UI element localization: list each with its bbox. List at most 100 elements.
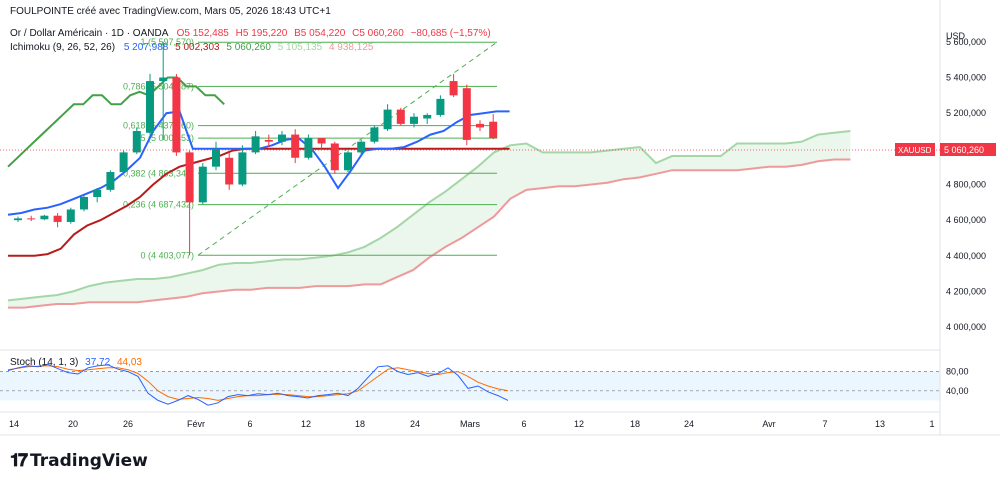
candle-body [291, 134, 300, 158]
y-tick-label: 4 800,000 [946, 180, 986, 190]
candle [119, 150, 128, 174]
candle-body [106, 172, 115, 190]
candle-body [198, 166, 207, 203]
candle [396, 107, 405, 126]
candle [93, 188, 102, 203]
ohlc-low: B5 054,220 [294, 28, 346, 39]
y-tick-label: 4 600,000 [946, 215, 986, 225]
x-tick-label: Mars [460, 419, 480, 429]
ohlc-high: H5 195,220 [235, 28, 288, 39]
candle-body [449, 81, 458, 96]
ichimoku-chikou-value: 5 060,260 [226, 42, 271, 53]
candle [146, 73, 154, 135]
stoch-level-label: 40,00 [946, 386, 969, 396]
candle [291, 129, 300, 164]
y-tick-label: 5 400,000 [946, 73, 986, 83]
x-tick-label: 24 [684, 419, 694, 429]
candle [476, 120, 484, 131]
candle-body [396, 109, 405, 124]
tradingview-logo[interactable]: 𝟏𝟕 TradingView [10, 450, 148, 471]
ichimoku-kijun-value: 5 002,303 [175, 42, 220, 53]
x-tick-label: 1 [929, 419, 934, 429]
y-tick-label: 5 200,000 [946, 108, 986, 118]
candle [264, 134, 273, 148]
ohlc-change: −80,685 (−1,57%) [410, 28, 491, 39]
x-tick-label: 7 [822, 419, 827, 429]
candle [27, 215, 36, 222]
symbol-title: Or / Dollar Américain · 1D · OANDA [10, 28, 168, 39]
senkou-span-a-line [7, 130, 851, 302]
candle [436, 95, 445, 117]
fib-level-label: 0,618 (5 437,760) [123, 121, 194, 131]
x-tick-label: Févr [187, 419, 205, 429]
stoch-d-line [7, 365, 509, 401]
candle-body [357, 141, 366, 153]
candle [132, 127, 141, 155]
last-price-tag: XAUUSD 5 060,260 [895, 143, 996, 156]
candle [370, 125, 379, 144]
candle-body [159, 77, 168, 82]
candle-body [330, 143, 339, 171]
candle-body [212, 148, 220, 167]
candle [53, 213, 62, 228]
stoch-level-label: 80,00 [946, 367, 969, 377]
ichimoku-tenkan-value: 5 207,988 [123, 42, 169, 53]
candle [317, 138, 326, 149]
candle-body [423, 114, 432, 119]
candle [423, 113, 432, 124]
candle [40, 214, 49, 221]
stochastic-pane[interactable]: 80,00 40,00 [0, 363, 969, 406]
candle [304, 134, 313, 160]
candle-body [436, 98, 445, 115]
tradingview-logo-icon: 𝟏𝟕 [10, 450, 28, 471]
candle [449, 73, 458, 98]
x-tick-label: 6 [521, 419, 526, 429]
candle-body [93, 189, 102, 197]
candle-body [264, 139, 273, 142]
candle [198, 163, 207, 205]
stoch-legend[interactable]: Stoch (14, 1, 3) 37,72 44,03 [10, 357, 142, 368]
candle-body [132, 131, 141, 153]
fib-level-label: 1 (5 597,570) [140, 37, 194, 47]
fib-level-label: 0,236 (4 687,432) [123, 200, 194, 210]
ichimoku-label: Ichimoku (9, 26, 52, 26) [10, 42, 116, 53]
candle [278, 131, 286, 146]
ichimoku-legend[interactable]: Ichimoku (9, 26, 52, 26) 5 207,988 5 002… [10, 42, 373, 53]
candle-body [40, 215, 49, 220]
candle-body [344, 152, 352, 171]
candle-body [66, 209, 75, 222]
y-tick-label: 5 600,000 [946, 37, 986, 47]
candle-body [476, 123, 484, 128]
x-tick-label: 14 [9, 419, 19, 429]
candle [357, 139, 366, 155]
x-tick-label: 26 [123, 419, 133, 429]
candle-body [238, 152, 247, 185]
time-axis[interactable]: 14 20 26 Févr 6 12 18 24 Mars 6 12 18 24 Avr 7 13 1 [9, 419, 935, 429]
candle [80, 195, 88, 212]
symbol-legend[interactable]: Or / Dollar Américain · 1D · OANDA O5 15… [10, 28, 491, 39]
brand-name: TradingView [30, 450, 148, 471]
stoch-label: Stoch (14, 1, 3) [10, 357, 79, 368]
x-tick-label: Avr [762, 419, 775, 429]
candle-body [27, 218, 36, 220]
candle [14, 216, 22, 222]
y-tick-label: 4 200,000 [946, 287, 986, 297]
candle [172, 73, 181, 156]
stoch-k-line [7, 363, 509, 406]
candle-body [146, 81, 154, 133]
x-tick-label: 18 [355, 419, 365, 429]
candle [330, 141, 339, 174]
x-tick-label: 12 [574, 419, 584, 429]
candle-body [185, 152, 194, 203]
candle-body [278, 134, 286, 142]
candle [106, 170, 115, 192]
stoch-band [0, 371, 940, 401]
x-tick-label: 13 [875, 419, 885, 429]
candle-body [225, 157, 234, 185]
ichimoku-span-a-value: 5 105,135 [277, 42, 323, 53]
chikou-span-line [7, 76, 225, 168]
candle-body [304, 138, 313, 158]
ohlc-close: C5 060,260 [352, 28, 404, 39]
